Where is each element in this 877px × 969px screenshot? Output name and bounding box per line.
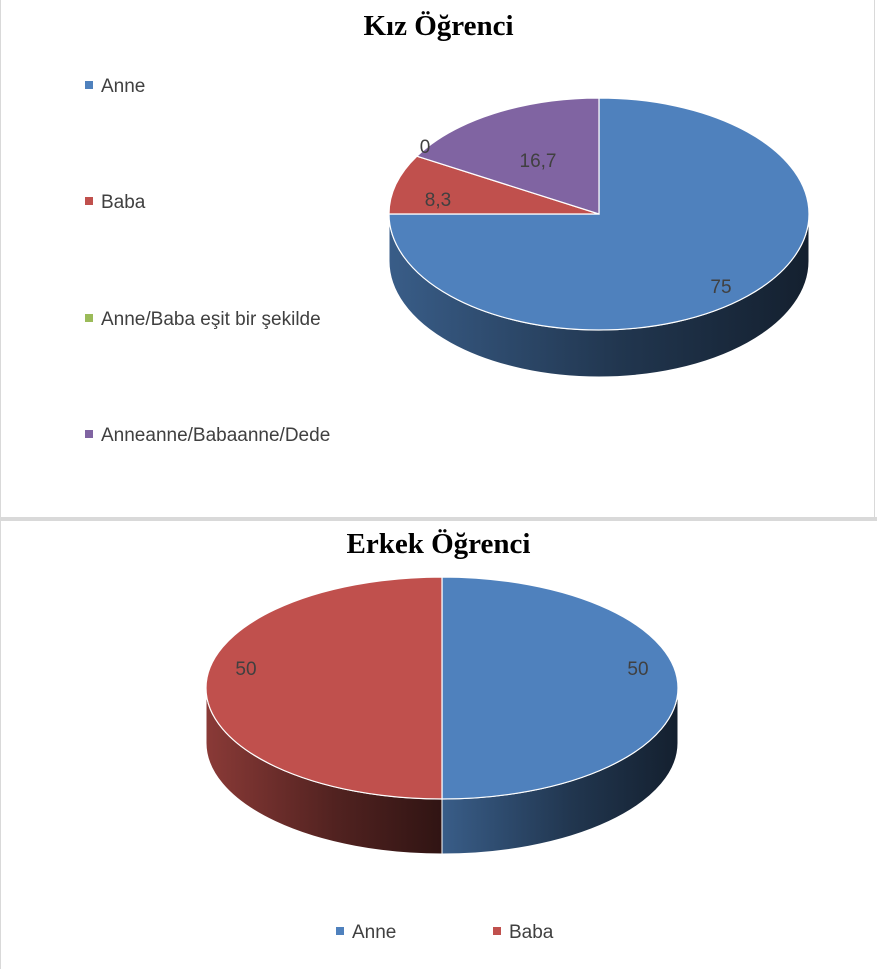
- data-label-pie-kiz-1: 8,3: [425, 190, 451, 211]
- legend-item-anne-erkek: Anne: [336, 922, 396, 944]
- chart-title-kiz: Kız Öğrenci: [363, 10, 514, 42]
- legend-swatch-esit: [85, 313, 93, 322]
- legend-label-baba: Baba: [101, 192, 146, 213]
- legend-item-anne: Anne: [85, 76, 145, 98]
- pie-slice-pie-kiz-0: [388, 97, 810, 331]
- pie-slice-pie-erkek-0: [441, 576, 679, 800]
- legend-label-anne-erkek: Anne: [352, 922, 397, 943]
- chart-panel-kiz: Kız Öğrenci Anne Baba Anne/Baba eşit bir…: [0, 0, 875, 517]
- legend-swatch-baba: [85, 196, 93, 205]
- panel-divider: [0, 517, 877, 521]
- chart-panel-erkek: Erkek Öğrenci 50 50 Anne Baba: [0, 521, 875, 969]
- legend-swatch-baba-erkek: [493, 926, 501, 935]
- legend-label-baba-erkek: Baba: [509, 922, 554, 943]
- legend-label-esit: Anne/Baba eşit bir şekilde: [101, 309, 321, 330]
- legend-item-anneanne: Anneanne/Babaanne/Dede: [85, 425, 330, 447]
- pie-slice-pie-erkek-1: [205, 576, 443, 800]
- pie-slice-pie-kiz-3: [415, 97, 600, 215]
- data-label-pie-kiz-3: 16,7: [520, 151, 557, 172]
- legend-item-baba-erkek: Baba: [493, 922, 553, 944]
- legend-label-anne: Anne: [101, 76, 146, 97]
- chart-title-erkek: Erkek Öğrenci: [346, 528, 531, 560]
- data-label-pie-kiz-2: 0: [420, 137, 431, 158]
- legend-label-anneanne: Anneanne/Babaanne/Dede: [101, 425, 331, 446]
- pie-slice-pie-kiz-1: [388, 155, 600, 215]
- legend-swatch-anneanne: [85, 429, 93, 438]
- legend-item-esit: Anne/Baba eşit bir şekilde: [85, 309, 321, 331]
- pie-chart-erkek: 50 50: [205, 576, 679, 855]
- legend-swatch-anne: [85, 80, 93, 89]
- data-label-pie-kiz-0: 75: [710, 277, 731, 298]
- pie-chart-kiz: 75 8,3 0 16,7: [388, 97, 810, 378]
- data-label-pie-erkek-1: 50: [235, 659, 256, 680]
- legend-item-baba: Baba: [85, 192, 145, 214]
- legend-swatch-anne-erkek: [336, 926, 344, 935]
- data-label-pie-erkek-0: 50: [627, 659, 648, 680]
